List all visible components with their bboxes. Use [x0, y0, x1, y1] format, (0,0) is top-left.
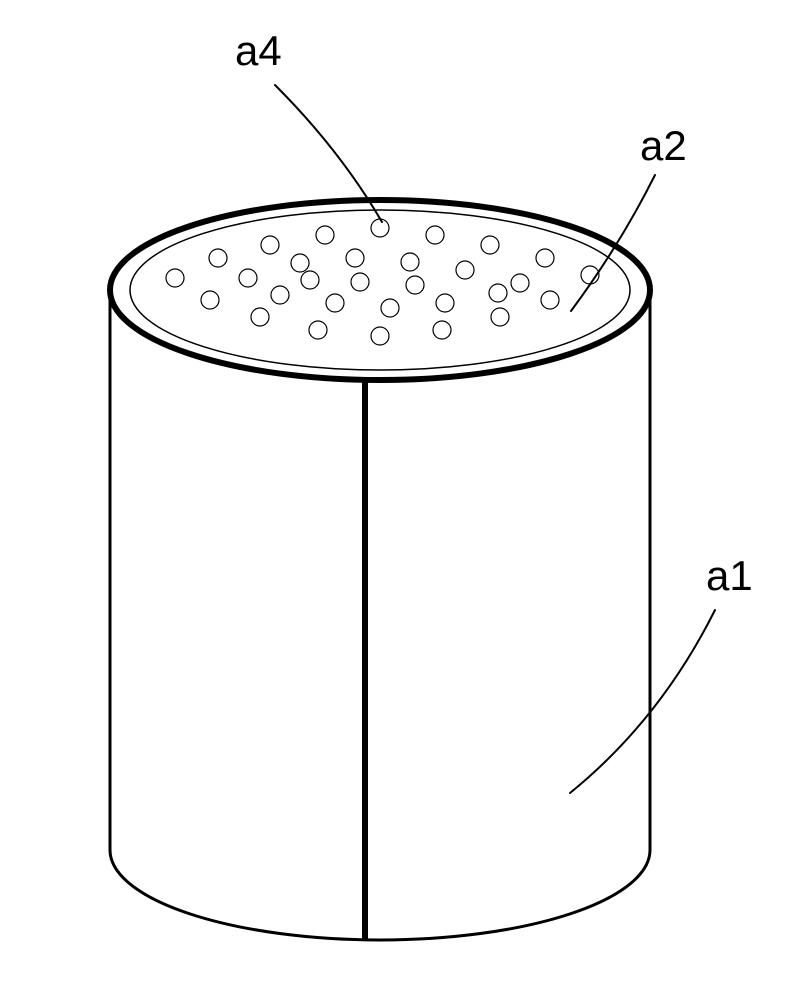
hole	[251, 308, 269, 326]
hole	[291, 254, 309, 272]
hole	[426, 226, 444, 244]
cylinder-body	[110, 290, 650, 940]
hole	[209, 249, 227, 267]
figure-canvas: a4 a2 a1	[0, 0, 808, 1000]
hole	[301, 271, 319, 289]
label-a4: a4	[235, 27, 282, 74]
hole	[261, 236, 279, 254]
hole	[541, 291, 559, 309]
hole	[481, 236, 499, 254]
hole	[511, 274, 529, 292]
hole	[309, 321, 327, 339]
hole	[346, 249, 364, 267]
label-a1: a1	[706, 552, 753, 599]
label-a2: a2	[640, 122, 687, 169]
hole	[456, 261, 474, 279]
hole	[433, 321, 451, 339]
hole	[536, 249, 554, 267]
hole	[239, 269, 257, 287]
hole	[491, 308, 509, 326]
hole	[326, 294, 344, 312]
hole	[351, 273, 369, 291]
hole	[316, 226, 334, 244]
hole	[406, 276, 424, 294]
hole	[166, 269, 184, 287]
hole	[436, 294, 454, 312]
hole	[271, 286, 289, 304]
hole	[201, 291, 219, 309]
hole	[371, 219, 389, 237]
diagram-svg: a4 a2 a1	[0, 0, 808, 1000]
hole	[371, 327, 389, 345]
hole	[489, 284, 507, 302]
hole	[401, 253, 419, 271]
hole	[381, 299, 399, 317]
